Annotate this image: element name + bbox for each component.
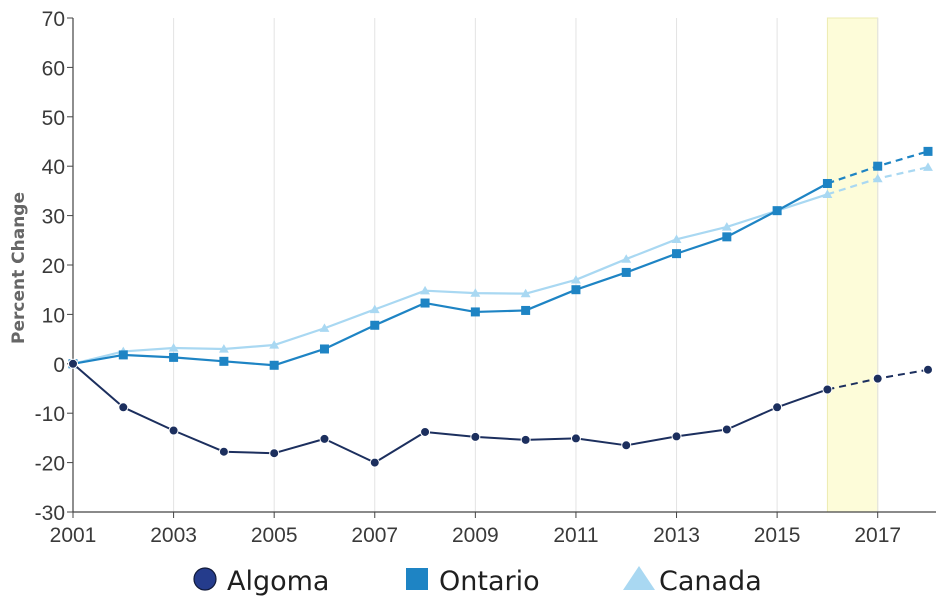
data-point-canada (218, 344, 229, 353)
data-point-ontario (319, 344, 329, 354)
legend-marker-square (406, 568, 428, 590)
data-point-canada (872, 173, 883, 183)
legend-label: Algoma (227, 566, 329, 597)
projection-highlight-layer (826, 17, 879, 513)
legend-label: Canada (659, 566, 762, 597)
data-point-canada (168, 343, 179, 352)
data-point-ontario (923, 146, 933, 156)
data-point-algoma (822, 384, 833, 395)
data-point-algoma (68, 358, 78, 369)
y-tick-label: 40 (42, 156, 65, 179)
data-point-algoma (520, 434, 531, 445)
legend-marker-circle (193, 567, 217, 591)
data-point-canada (822, 189, 833, 199)
x-tick-label: 2015 (754, 524, 801, 547)
data-point-ontario (873, 161, 883, 171)
data-point-algoma (269, 448, 280, 459)
legend-label: Ontario (439, 566, 540, 597)
data-point-algoma (923, 364, 933, 375)
data-point-canada (671, 234, 682, 243)
series-ontario (68, 146, 933, 370)
series-layer (68, 146, 933, 468)
data-point-canada (621, 254, 632, 263)
y-tick-label: 70 (42, 8, 65, 31)
series-line-ontario (72, 182, 828, 367)
data-point-canada (470, 288, 481, 297)
y-tick-label: -20 (35, 453, 65, 476)
y-tick-label: 30 (42, 206, 65, 229)
data-point-ontario (269, 360, 279, 370)
x-tick-label: 2009 (452, 524, 499, 547)
series-canada (68, 162, 933, 368)
x-tick-label: 2017 (854, 524, 901, 547)
y-tick-label: -30 (35, 502, 65, 525)
series-line-canada (72, 193, 828, 365)
axes-layer (67, 17, 936, 518)
legend-item-ontario: Ontario (406, 566, 540, 597)
data-point-ontario (822, 178, 832, 188)
data-point-ontario (521, 305, 531, 315)
data-point-algoma (621, 440, 632, 451)
x-tick-label: 2003 (150, 524, 197, 547)
x-tick-label: 2007 (351, 524, 398, 547)
data-point-algoma (570, 433, 581, 444)
data-point-algoma (168, 425, 179, 436)
x-tick-label: 2013 (653, 524, 700, 547)
y-tick-label: 20 (42, 255, 65, 278)
y-tick-label: 0 (53, 354, 65, 377)
data-point-algoma (772, 402, 783, 413)
data-point-algoma (721, 424, 732, 435)
data-point-ontario (470, 307, 480, 317)
tick-labels-layer: -30 -20 -10 0 10 20 30 40 50 60 70 2001 2003 2005 2007… (35, 8, 901, 547)
data-point-algoma (872, 373, 883, 384)
data-point-canada (923, 162, 933, 171)
data-point-canada (420, 285, 431, 295)
legend: Algoma Ontario Canada (193, 566, 762, 597)
y-axis-title: Percent Change (9, 192, 29, 344)
data-point-algoma (671, 431, 682, 442)
data-point-ontario (169, 352, 179, 362)
series-line-algoma (72, 363, 828, 464)
data-point-ontario (420, 298, 430, 308)
y-tick-label: 50 (42, 107, 65, 130)
series-algoma (68, 358, 933, 468)
legend-item-canada: Canada (623, 566, 762, 597)
data-point-ontario (621, 267, 631, 277)
data-point-algoma (369, 457, 380, 468)
data-point-algoma (420, 426, 431, 437)
y-tick-label: 60 (42, 57, 65, 80)
data-point-canada (721, 222, 732, 231)
data-point-ontario (571, 285, 581, 295)
data-point-algoma (319, 433, 330, 444)
data-point-ontario (722, 232, 732, 242)
data-point-ontario (118, 350, 128, 360)
data-point-canada (570, 274, 581, 284)
data-point-ontario (772, 206, 782, 216)
data-point-canada (269, 340, 280, 349)
projection-highlight-band (826, 17, 879, 513)
data-point-ontario (370, 320, 380, 330)
y-tick-label: 10 (42, 304, 65, 327)
data-point-algoma (470, 431, 481, 442)
data-point-algoma (118, 402, 129, 413)
data-point-ontario (672, 249, 682, 259)
x-tick-label: 2001 (50, 524, 97, 547)
x-tick-label: 2011 (553, 524, 598, 547)
x-tick-label: 2005 (251, 524, 298, 547)
data-point-canada (520, 288, 531, 298)
grid-layer (173, 18, 879, 512)
data-point-ontario (219, 356, 229, 366)
y-tick-label: -10 (35, 403, 65, 426)
data-point-algoma (218, 446, 229, 457)
data-point-canada (319, 323, 330, 332)
legend-item-algoma: Algoma (193, 566, 329, 597)
data-point-canada (369, 304, 380, 314)
legend-marker-triangle (623, 566, 655, 590)
